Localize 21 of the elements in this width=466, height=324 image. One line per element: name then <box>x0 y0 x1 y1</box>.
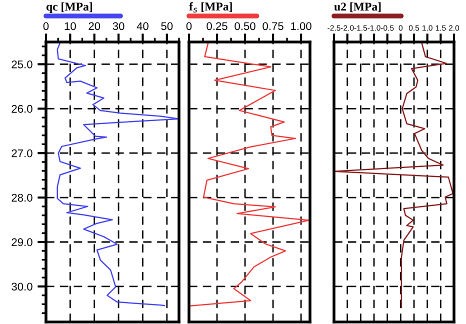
x-tick-label: 40 <box>136 22 148 30</box>
text: qc [MPa] <box>46 2 92 13</box>
text: u2 [MPa] <box>334 2 381 12</box>
x-tick-label: 50 <box>161 22 173 30</box>
x-tick-label: 0 <box>186 22 192 30</box>
x-tick-label: 10 <box>64 22 76 30</box>
x-tick-label: 20 <box>88 22 100 30</box>
text: f$_{s}$ [MPa] <box>189 2 232 12</box>
y-tick-label: 25.0 <box>12 60 32 68</box>
x-tick-label: 0.50 <box>234 22 256 30</box>
y-tick-label: 30.0 <box>12 282 32 291</box>
x-tick-label: 0 <box>43 22 49 30</box>
y-tick-label: 27.0 <box>12 149 32 158</box>
y-tick-label: 26.0 <box>12 104 32 113</box>
x-tick-label: 1.00 <box>291 22 312 30</box>
line-series <box>56 42 179 306</box>
x-tick-label: 0.75 <box>262 22 284 30</box>
x-tick-label: 0.25 <box>206 22 228 30</box>
y-tick-label: 28.0 <box>12 194 32 202</box>
y-tick-label: 29.0 <box>12 238 32 246</box>
x-tick-label: 30 <box>112 22 124 30</box>
